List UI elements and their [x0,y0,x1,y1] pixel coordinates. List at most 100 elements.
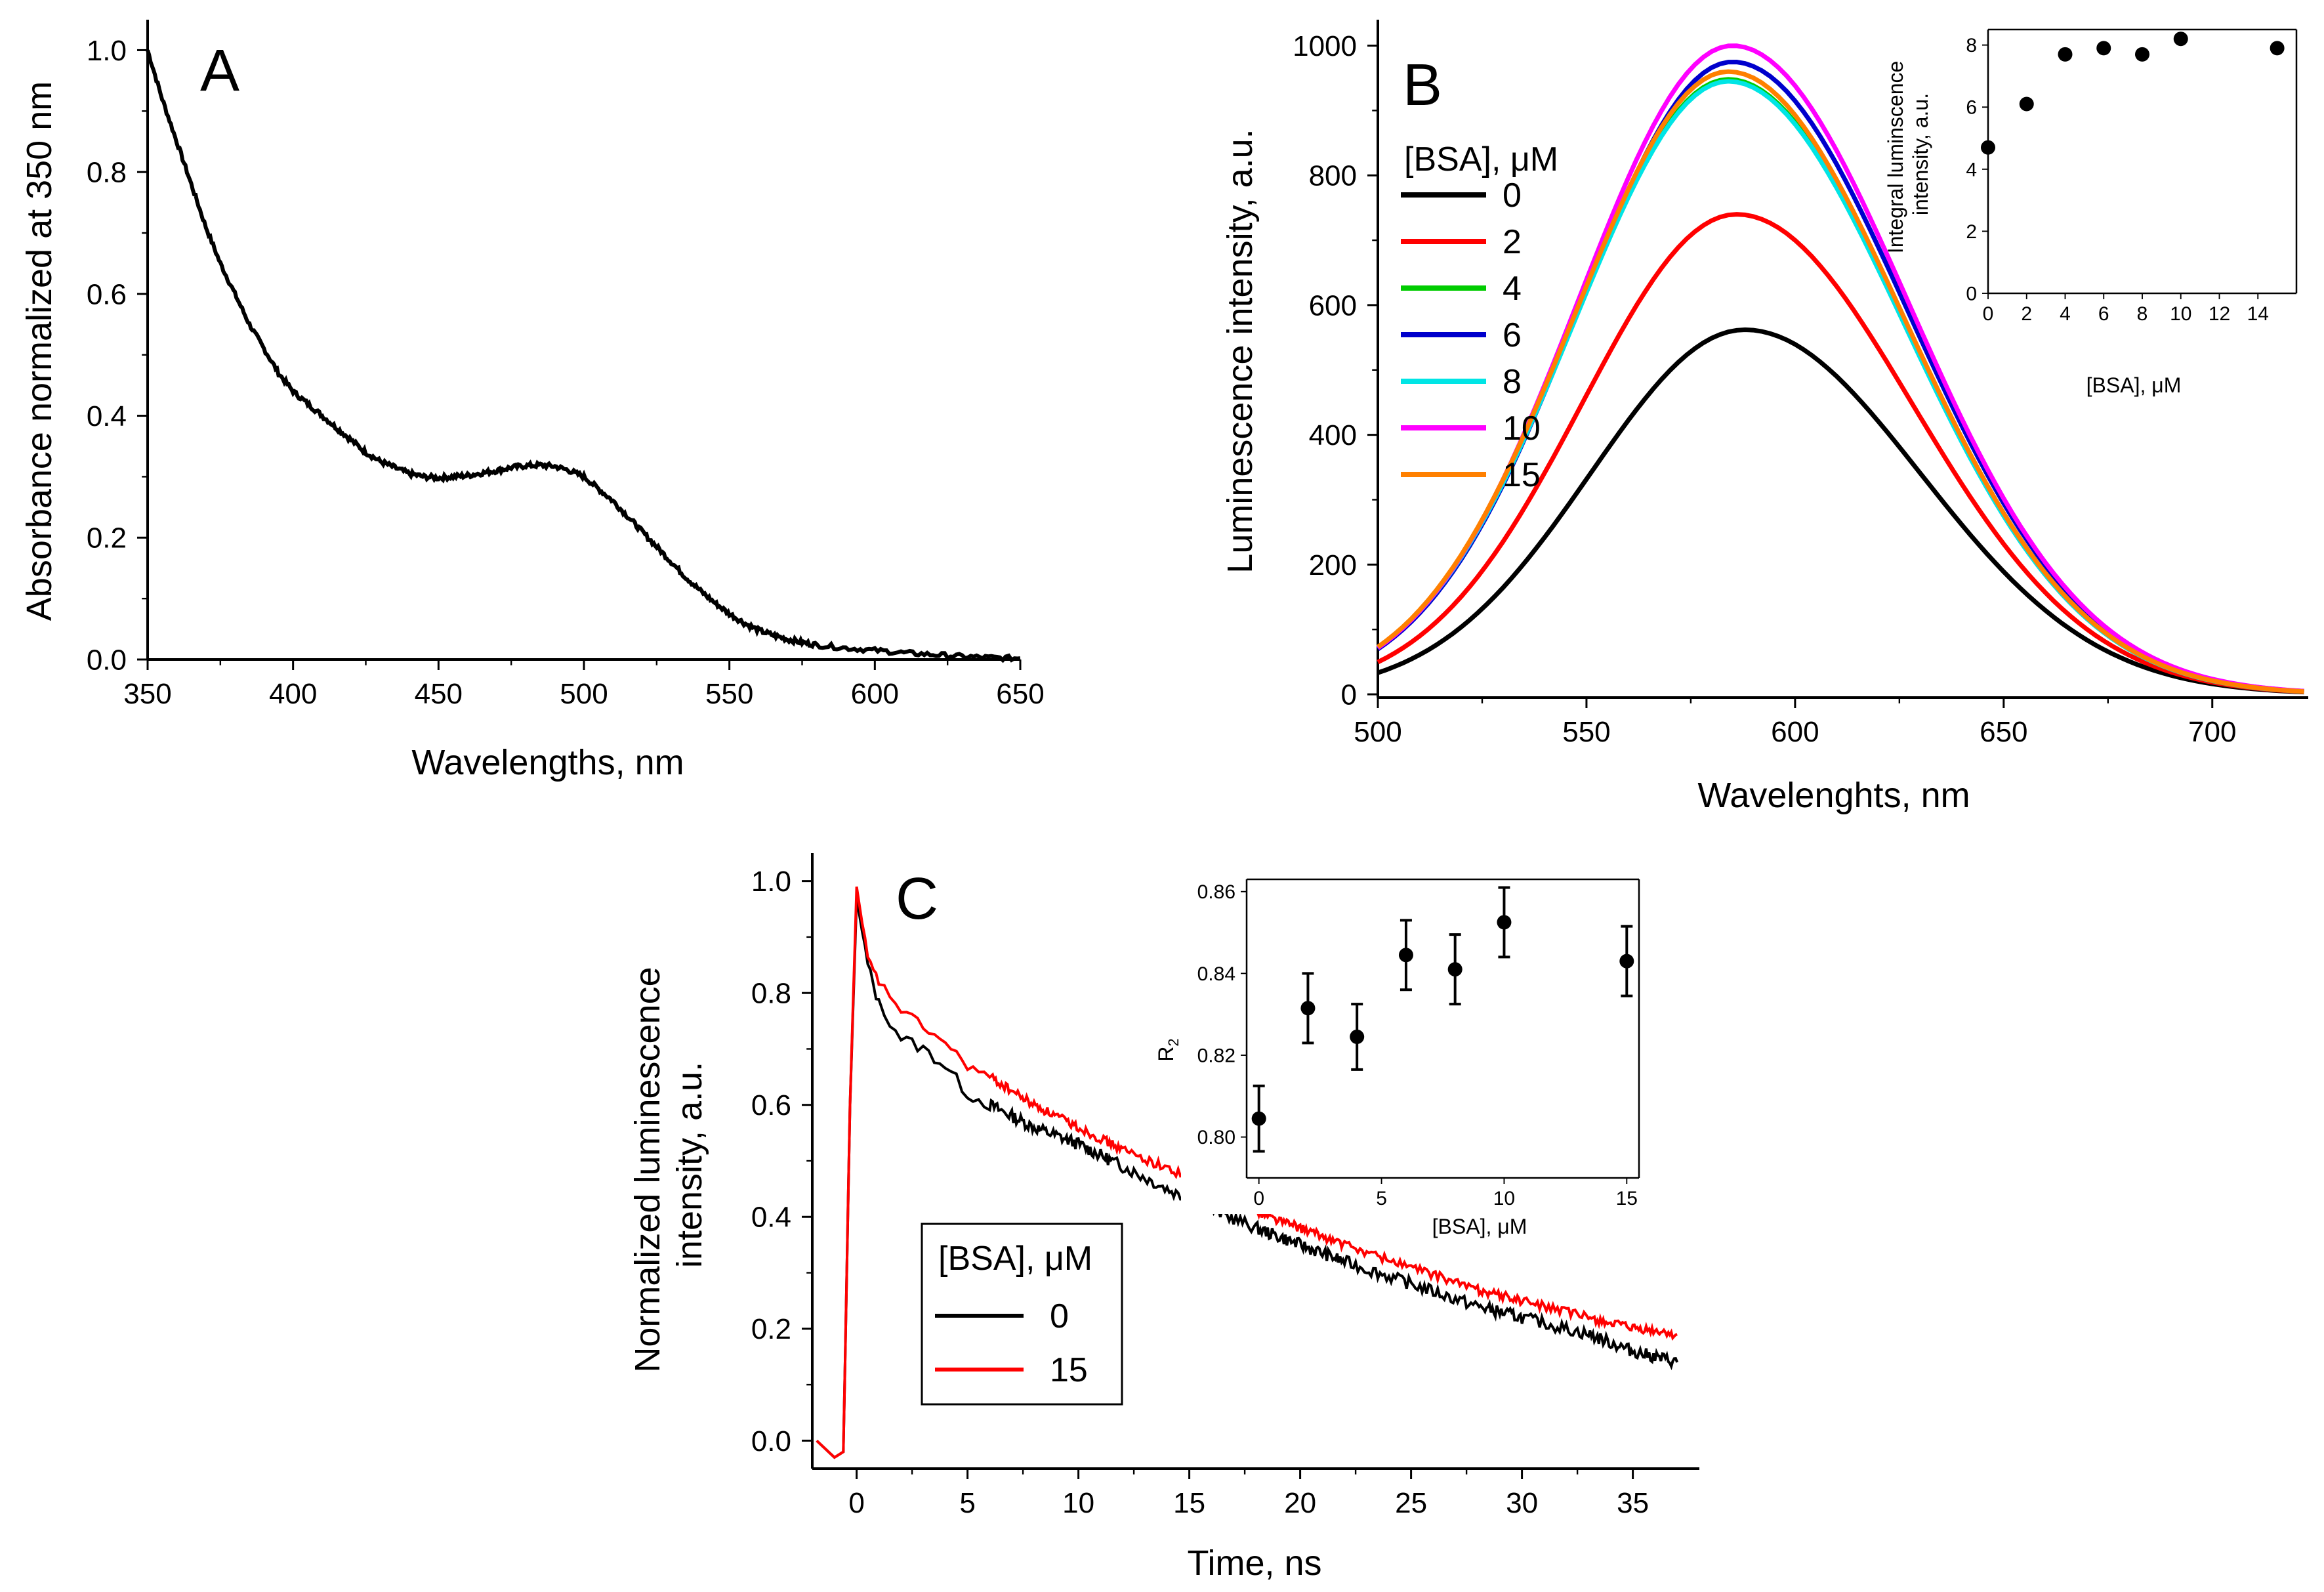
panel-b-inset-x-tick-label: 8 [2137,303,2148,325]
panel-b-inset-y-tick-label: 0 [1966,283,1977,305]
panel-c-inset-x-tick-label: 5 [1376,1188,1387,1209]
panel-c-legend-label-15: 15 [1050,1351,1088,1389]
panel-b-inset-point [2173,31,2188,47]
panel-b-inset-point [2058,47,2073,62]
panel-b-y-tick-label: 200 [1309,549,1357,581]
panel-b-legend-label-0: 0 [1503,177,1522,215]
panel-c-inset-y-tick-label: 0.84 [1197,963,1235,985]
panel-a-x-tick-label: 550 [705,678,753,710]
panel-a-x-tick-label: 450 [415,678,463,710]
panel-b-inset-x-tick-label: 6 [2098,303,2109,325]
panel-c-inset-x-label: [BSA], μM [1432,1215,1527,1238]
panel-c-legend-title: [BSA], μM [938,1240,1092,1278]
panel-c-y-axis-label: Normalized luminescence intensity, a.u. [628,957,709,1372]
panel-a-x-tick-label: 600 [851,678,899,710]
panel-a-x-tick-label: 400 [269,678,317,710]
panel-a-y-axis-label: Absorbance normalized at 350 nm [20,81,59,621]
panel-c-y-tick-label: 0.4 [751,1202,791,1234]
panel-c-inset-point [1251,1111,1266,1126]
panel-b-x-axis-label: Wavelenghts, nm [1697,776,1970,815]
panel-a-x-tick-label: 350 [123,678,171,710]
panel-c-inset-point [1497,915,1512,930]
panel-c-inset-background [1181,873,1653,1214]
panel-c-inset-point [1447,962,1463,977]
panel-c: 0 5 10 15 20 25 30 350.00.20.40.60.81.0 C Time,… [628,853,1699,1583]
panel-b-y-tick-label: 0 [1341,679,1357,711]
panel-b-inset-y-tick-label: 4 [1966,159,1977,180]
panel-b-inset-point [2019,96,2034,112]
panel-c-inset-x-tick-label: 0 [1253,1188,1264,1209]
panel-b-legend-label-2: 2 [1503,223,1522,261]
panel-b-legend-label-6: 6 [1503,316,1522,354]
panel-c-x-tick-label: 30 [1506,1487,1538,1519]
panel-c-x-tick-label: 5 [959,1487,975,1519]
panel-c-x-tick-label: 10 [1062,1487,1094,1519]
panel-a-y-tick-label: 1.0 [87,35,127,67]
panel-b-inset-point [2096,41,2111,56]
panel-a-y-tick-label: 0.0 [87,644,127,676]
panel-c-series-15-line [816,886,1678,1459]
panel-b-x-tick-label: 650 [1980,716,2027,748]
panel-c-inset-y-tick-label: 0.80 [1197,1127,1235,1148]
panel-c-x-tick-label: 25 [1395,1487,1427,1519]
panel-b-legend-label-10: 10 [1503,409,1541,448]
panel-c-x-tick-label: 15 [1173,1487,1205,1519]
panel-b-inset-y-tick-label: 6 [1966,97,1977,119]
panel-c-plot-area: 0 5 10 15 20 25 30 350.00.20.40.60.81.0 [751,853,1699,1519]
panel-b-legend-label-8: 8 [1503,363,1522,401]
panel-c-y-tick-label: 0.8 [751,978,791,1010]
panel-a-x-tick-label: 650 [996,678,1044,710]
panel-b-inset-x-tick-label: 10 [2170,303,2191,325]
panel-b-y-tick-label: 400 [1309,419,1357,451]
panel-c-y-tick-label: 1.0 [751,866,791,898]
panel-a-x-tick-label: 500 [560,678,608,710]
panel-c-x-tick-label: 35 [1617,1487,1649,1519]
panel-b-y-tick-label: 600 [1309,289,1357,322]
panel-c-inset-y-label-sub: 2 [1165,1038,1182,1046]
panel-b-y-tick-label: 800 [1309,160,1357,192]
panel-c-inset-point [1350,1029,1365,1044]
panel-b-legend-label-4: 4 [1503,270,1522,308]
panel-a-x-axis-label: Wavelengths, nm [411,743,684,782]
panel-b-inset-background [1942,26,2310,295]
panel-b-inset-y-tick-label: 2 [1966,221,1977,243]
panel-b-inset-point [2135,47,2149,62]
panel-c-y-tick-label: 0.0 [751,1425,791,1457]
panel-c-y-tick-label: 0.6 [751,1089,791,1121]
panel-b-y-axis-label: Luminescence intensity, a.u. [1220,129,1260,573]
panel-c-inset-point [1398,948,1413,963]
panel-c-y-axis-label-line2: intensity, a.u. [670,1062,709,1268]
panel-c-inset-y-tick-label: 0.86 [1197,881,1235,903]
panel-c-legend: [BSA], μM 0 15 [921,1223,1123,1406]
panel-b-inset-y-tick-label: 8 [1966,35,1977,56]
panel-b-inset-x-label: [BSA], μM [2086,373,2182,397]
panel-b-letter: B [1403,52,1442,118]
panel-c-inset-x-tick-label: 10 [1493,1188,1515,1209]
panel-b-inset: [BSA], μM Integral luminscence intensity… [1884,26,2310,397]
panel-a-y-tick-label: 0.4 [87,400,127,432]
panel-a-y-tick-label: 0.6 [87,278,127,310]
panel-b-y-tick-label: 1000 [1293,30,1357,62]
panel-c-x-tick-label: 0 [848,1487,864,1519]
panel-b-inset-x-tick-label: 12 [2209,303,2230,325]
panel-b-series-0-line [1377,327,2304,695]
panel-b-inset-y-label-line1: Integral luminscence [1884,61,1907,253]
panel-c-inset-y-tick-label: 0.82 [1197,1045,1235,1067]
panel-c-y-axis-label-line1: Normalized luminescence [628,967,667,1372]
panel-c-inset: [BSA], μM R2 0 5 10 150.800.820.840.86 [1154,873,1653,1238]
panel-c-legend-label-0: 0 [1050,1297,1069,1335]
panel-b-inset-x-tick-label: 2 [2021,303,2032,325]
panel-b-inset-point [1981,140,1995,155]
panel-c-legend-box [921,1223,1123,1406]
panel-c-x-axis-label: Time, ns [1187,1543,1321,1583]
panel-a-letter: A [200,38,239,104]
panel-b-inset-x-tick-label: 4 [2060,303,2071,325]
panel-c-inset-point [1619,953,1634,969]
panel-b-x-tick-label: 600 [1771,716,1819,748]
panel-c-y-tick-label: 0.2 [751,1313,791,1345]
panel-b-inset-y-label-line2: intensity, a.u. [1909,93,1932,215]
